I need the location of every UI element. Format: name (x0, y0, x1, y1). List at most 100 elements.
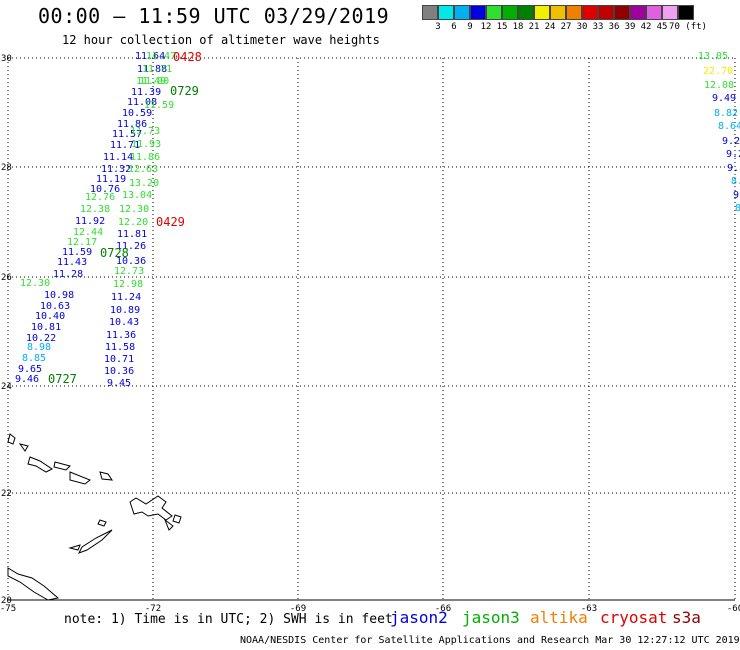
track-value-jason3: 11.59 (144, 100, 174, 111)
track-value-east: 9. (727, 163, 739, 174)
track-value-jason2: 11.26 (116, 241, 146, 252)
scale-label: 12 (480, 22, 492, 32)
track-value-jason3: 11.47 (146, 51, 176, 62)
track-value-east: 9.2 (722, 136, 740, 147)
track-value-jason2: 9.45 (107, 378, 131, 389)
scale-label: 70 (ft) (669, 22, 707, 32)
track-value-jason2: 11.57 (112, 129, 142, 140)
track-value-east: 12.08 (704, 80, 734, 91)
track-value-jason3: 12.44 (73, 227, 103, 238)
track-value-jason2: 10.40 (35, 311, 65, 322)
track-time-label: 0429 (156, 215, 185, 229)
scale-swatch (534, 5, 550, 20)
landmass-outline (163, 518, 174, 531)
track-value-jason2: 11.86 (117, 119, 147, 130)
track-value-jason2: 10.36 (116, 256, 146, 267)
footer-credit: NOAA/NESDIS Center for Satellite Applica… (240, 635, 740, 646)
lat-tick-label: 30 (1, 54, 12, 64)
track-time-label: 0729 (170, 84, 199, 98)
scale-label: 21 (528, 22, 540, 32)
chart-subtitle: 12 hour collection of altimeter wave hei… (62, 33, 380, 47)
scale-label: 9 (467, 22, 473, 32)
footer-note: note: 1) Time is in UTC; 2) SWH is in fe… (64, 612, 393, 627)
track-value-jason2: 11.19 (96, 174, 126, 185)
scale-label: 24 (544, 22, 556, 32)
track-value-jason3: 11.93 (131, 139, 161, 150)
track-value-jason2: 11.58 (105, 342, 135, 353)
landmass-outline (18, 443, 29, 452)
track-value-east: 22.70 (703, 66, 733, 77)
landmass-outline (7, 567, 60, 601)
track-value-jason3: 13.04 (122, 190, 152, 201)
track-value-jason2: 11.28 (53, 269, 83, 280)
scale-swatch (518, 5, 534, 20)
track-time-label: 0728 (100, 246, 129, 260)
scale-swatch (550, 5, 566, 20)
track-value-jason3: 11.71 (142, 64, 172, 75)
track-value-east: 8.82 (714, 108, 738, 119)
track-value-jason2: 11.43 (57, 257, 87, 268)
scale-swatch (598, 5, 614, 20)
mission-s3a: s3a (672, 608, 701, 627)
track-value-east: 9.49 (712, 93, 736, 104)
mission-jason3: jason3 (462, 608, 520, 627)
track-value-jason2: 10.43 (109, 317, 139, 328)
lat-tick-label: 26 (1, 273, 12, 283)
track-value-jason2: 10.71 (104, 354, 134, 365)
track-value-jason2: 11.64 (135, 51, 165, 62)
track-value-cyan: 8.98 (27, 342, 51, 353)
track-value-cyan: 8.85 (22, 353, 46, 364)
track-value-jason2: 10.36 (104, 366, 134, 377)
track-value-jason3: 12.30 (20, 278, 50, 289)
scale-label: 45 (656, 22, 668, 32)
lon-tick-label: -63 (581, 604, 597, 614)
mission-altika: altika (530, 608, 588, 627)
track-value-jason2: 11.81 (117, 229, 147, 240)
track-value-jason2: 11.14 (103, 152, 133, 163)
landmass-outline (27, 456, 53, 473)
scale-swatch (646, 5, 662, 20)
track-value-jason3: 12.20 (118, 217, 148, 228)
scale-swatch (662, 5, 678, 20)
track-value-jason2: 11.39 (131, 87, 161, 98)
track-value-jason2: 11.59 (62, 247, 92, 258)
track-value-jason2: 10.59 (122, 108, 152, 119)
track-value-east: 9.2 (726, 149, 740, 160)
track-value-jason2: 10.89 (110, 305, 140, 316)
scale-label: 6 (451, 22, 457, 32)
landmass-outline (53, 461, 71, 471)
scale-label: 42 (640, 22, 652, 32)
lon-tick-label: -69 (290, 604, 306, 614)
track-time-label: 0428 (173, 50, 202, 64)
track-value-jason3: 12.63 (128, 164, 158, 175)
scale-swatch (614, 5, 630, 20)
track-value-jason2: 11.08 (127, 97, 157, 108)
lon-tick-label: -60 (727, 604, 740, 614)
track-value-jason2: 11.36 (106, 330, 136, 341)
landmass-outline (129, 495, 173, 521)
lon-tick-label: -72 (145, 604, 161, 614)
track-value-east: 8.64 (718, 121, 740, 132)
track-value-east: 13.05 (698, 51, 728, 62)
scale-swatch (630, 5, 646, 20)
track-value-jason3: 12.17 (67, 237, 97, 248)
scale-label: 36 (608, 22, 620, 32)
lat-tick-label: 24 (1, 382, 12, 392)
landmass-outline (69, 471, 91, 485)
landmass-outline (77, 529, 113, 554)
scale-swatch (486, 5, 502, 20)
scale-label: 39 (624, 22, 636, 32)
scale-swatch (454, 5, 470, 20)
lon-tick-label: -75 (0, 604, 16, 614)
scale-label: 30 (576, 22, 588, 32)
color-scale (422, 5, 694, 20)
scale-label: 3 (435, 22, 441, 32)
scale-label: 15 (496, 22, 508, 32)
landmass-outline (97, 519, 107, 527)
track-value-jason3: 11.86 (130, 152, 160, 163)
lat-tick-label: 22 (1, 489, 12, 499)
track-value-jason3: 11.73 (130, 126, 160, 137)
mission-cryosat: cryosat (600, 608, 668, 627)
lat-tick-label: 28 (1, 163, 12, 173)
